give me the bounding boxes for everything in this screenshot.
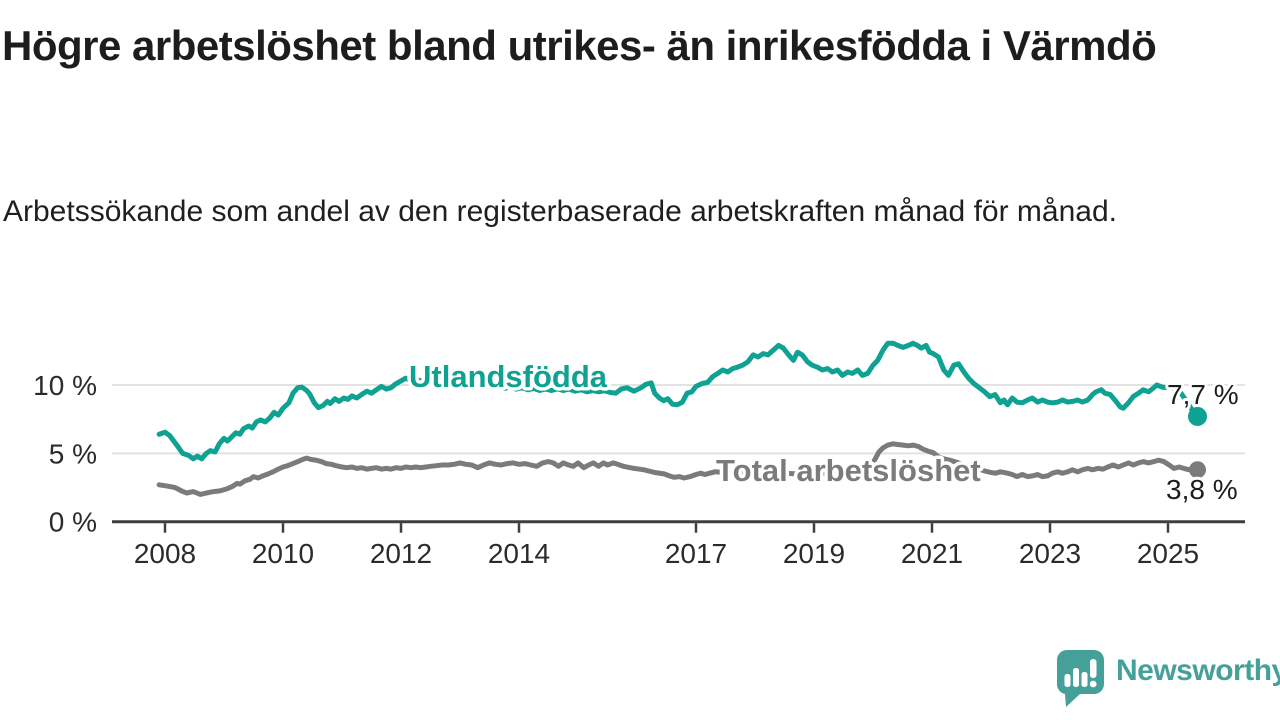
bar-tall — [1081, 672, 1088, 687]
y-axis-tick-label: 5 % — [49, 438, 97, 469]
brand-footer: Newsworthy — [1053, 647, 1280, 709]
x-axis-tick-label: 2012 — [370, 538, 432, 569]
exclamation-stem — [1090, 659, 1097, 678]
series-label: Utlandsfödda — [409, 359, 608, 394]
series-end-value-label: 7,7 % — [1167, 379, 1239, 410]
x-axis-tick-label: 2014 — [488, 538, 550, 569]
newsworthy-logo-icon — [1056, 650, 1104, 707]
x-axis-tick-label: 2008 — [134, 538, 196, 569]
x-axis-tick-label: 2010 — [252, 538, 314, 569]
series-line-total — [156, 441, 1200, 497]
brand-name: Newsworthy — [1116, 654, 1280, 687]
page-title: Högre arbetslöshet bland utrikes- än inr… — [2, 22, 1157, 69]
chart-subtitle: Arbetssökande som andel av den registerb… — [3, 195, 1117, 228]
y-axis-tick-label: 0 % — [49, 507, 97, 538]
bar-small — [1064, 674, 1071, 687]
series-label: Total arbetslöshet — [716, 453, 981, 488]
series-end-dot — [1188, 406, 1207, 426]
speech-bubble-shape — [1056, 650, 1104, 707]
y-axis-tick-label: 10 % — [33, 370, 97, 401]
bar-medium — [1073, 668, 1079, 687]
series-line-utlandsfodda — [156, 340, 1200, 462]
x-axis-tick-label: 2019 — [783, 538, 845, 569]
x-axis-tick-label: 2017 — [665, 538, 727, 569]
series-end-dot — [1189, 461, 1206, 479]
series-end-value-label: 3,8 % — [1166, 474, 1238, 505]
x-axis-tick-label: 2023 — [1019, 538, 1081, 569]
x-axis-tick-label: 2025 — [1137, 538, 1199, 569]
exclamation-dot — [1089, 680, 1097, 688]
x-axis-tick-label: 2021 — [901, 538, 963, 569]
